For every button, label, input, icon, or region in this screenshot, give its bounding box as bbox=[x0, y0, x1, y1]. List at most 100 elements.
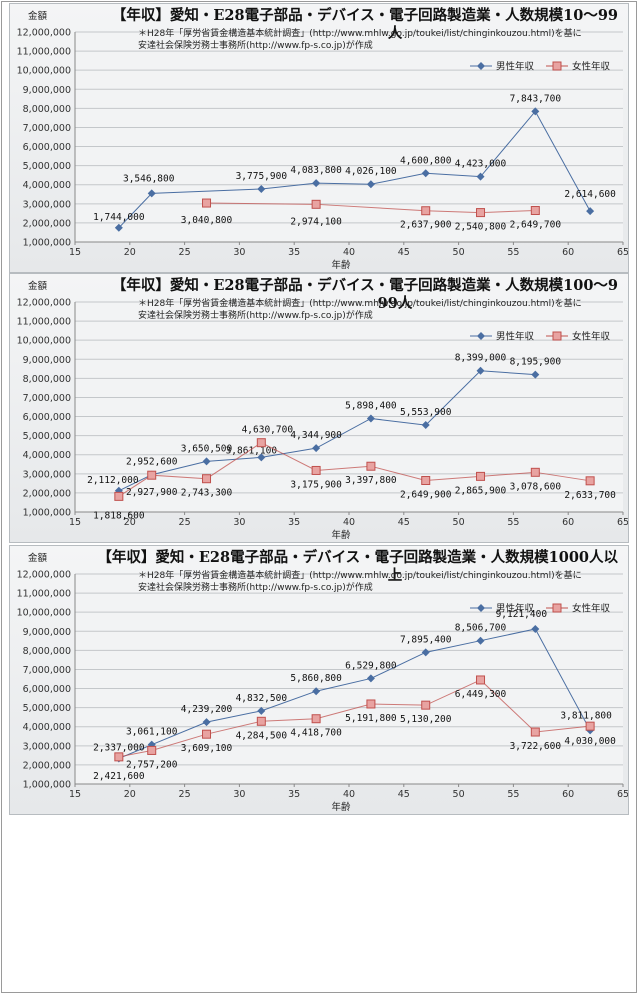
data-point bbox=[530, 727, 540, 737]
data-point bbox=[585, 721, 595, 731]
series-line bbox=[118, 679, 591, 758]
legend-marker bbox=[477, 332, 485, 340]
y-tick-label: 2,000,000 bbox=[23, 218, 71, 229]
data-point bbox=[257, 453, 266, 462]
y-tick-label: 7,000,000 bbox=[23, 123, 71, 134]
chart-svg: 1,000,000 2,000,000 3,000,000 4,000,000 5,00… bbox=[17, 6, 629, 271]
data-point bbox=[257, 706, 266, 715]
y-tick-label: 10,000,000 bbox=[17, 66, 71, 77]
y-tick-label: 10,000,000 bbox=[17, 608, 71, 619]
y-tick-label: 12,000,000 bbox=[17, 28, 71, 39]
y-tick-label: 8,000,000 bbox=[23, 104, 71, 115]
legend-label: 男性年収 bbox=[496, 603, 535, 615]
data-point bbox=[311, 465, 321, 475]
y-tick-label: 9,000,000 bbox=[23, 355, 71, 366]
y-tick-label: 12,000,000 bbox=[17, 570, 71, 581]
data-point bbox=[114, 752, 124, 762]
data-label: 4,600,800 bbox=[400, 155, 452, 166]
data-label: 3,650,500 bbox=[181, 443, 233, 454]
x-tick-label: 40 bbox=[343, 517, 355, 528]
data-point bbox=[366, 674, 375, 683]
data-point bbox=[366, 414, 375, 423]
data-point bbox=[311, 199, 321, 209]
y-tick-label: 5,000,000 bbox=[23, 161, 71, 172]
data-point bbox=[202, 729, 212, 739]
y-tick-label: 1,000,000 bbox=[23, 780, 71, 791]
y-tick-label: 9,000,000 bbox=[23, 627, 71, 638]
x-tick-label: 60 bbox=[562, 517, 574, 528]
source-note: ＊H28年「厚労省賃金構造基本統計調査」(http://www.mhlw.go.… bbox=[138, 297, 582, 309]
y-tick-label: 3,000,000 bbox=[23, 199, 71, 210]
data-label: 7,843,700 bbox=[510, 93, 562, 104]
data-point bbox=[256, 438, 266, 448]
data-point bbox=[476, 208, 486, 218]
chart-panel-medium: 1,000,000 2,000,000 3,000,000 4,000,000 5,00… bbox=[9, 273, 629, 543]
data-point bbox=[202, 457, 211, 466]
chart-title-continued: 99人 bbox=[378, 295, 413, 312]
data-label: 2,865,900 bbox=[455, 485, 507, 496]
y-tick-label: 8,000,000 bbox=[23, 374, 71, 385]
data-point bbox=[366, 180, 375, 189]
x-axis-label: 年齢 bbox=[331, 259, 351, 271]
y-tick-label: 1,000,000 bbox=[23, 238, 71, 249]
chart-title: 【年収】愛知・E28電子部品・デバイス・電子回路製造業・人数規模10～99 bbox=[112, 6, 618, 24]
data-label: 2,633,700 bbox=[564, 490, 616, 501]
data-point bbox=[530, 467, 540, 477]
x-tick-label: 20 bbox=[124, 517, 136, 528]
source-note: 安達社会保険労務士事務所(http://www.fp-s.co.jp)が作成 bbox=[138, 39, 373, 51]
x-tick-label: 20 bbox=[124, 789, 136, 800]
x-tick-label: 45 bbox=[398, 789, 410, 800]
data-label: 2,337,000 bbox=[93, 742, 145, 753]
x-tick-label: 65 bbox=[617, 789, 629, 800]
data-label: 8,399,000 bbox=[455, 353, 507, 364]
x-tick-label: 50 bbox=[453, 247, 465, 258]
chart-panel-large: 1,000,000 2,000,000 3,000,000 4,000,000 5,00… bbox=[9, 545, 629, 815]
data-label: 8,506,700 bbox=[455, 623, 507, 634]
data-label: 1,744,000 bbox=[93, 212, 145, 223]
data-label: 3,040,800 bbox=[181, 215, 233, 226]
data-label: 5,191,800 bbox=[345, 713, 397, 724]
legend-label: 女性年収 bbox=[572, 331, 611, 343]
chart-panel-small: 1,000,000 2,000,000 3,000,000 4,000,000 5,00… bbox=[9, 3, 629, 273]
data-label: 3,546,800 bbox=[123, 173, 175, 184]
source-note: 安達社会保険労務士事務所(http://www.fp-s.co.jp)が作成 bbox=[138, 581, 373, 593]
data-point bbox=[586, 207, 595, 216]
y-axis-label: 金額 bbox=[28, 280, 48, 292]
data-point bbox=[256, 716, 266, 726]
data-label: 6,449,300 bbox=[455, 689, 507, 700]
data-point bbox=[476, 172, 485, 181]
x-tick-label: 65 bbox=[617, 517, 629, 528]
chart-title-continued: 上 bbox=[388, 567, 403, 584]
legend-label: 女性年収 bbox=[572, 603, 611, 615]
data-label: 3,609,100 bbox=[181, 743, 233, 754]
x-tick-label: 65 bbox=[617, 247, 629, 258]
y-tick-label: 2,000,000 bbox=[23, 760, 71, 771]
data-label: 3,061,100 bbox=[126, 727, 178, 738]
series-line bbox=[118, 442, 591, 497]
source-note: ＊H28年「厚労省賃金構造基本統計調査」(http://www.mhlw.go.… bbox=[138, 569, 582, 581]
data-point bbox=[421, 421, 430, 430]
data-point bbox=[312, 687, 321, 696]
source-note: ＊H28年「厚労省賃金構造基本統計調査」(http://www.mhlw.go.… bbox=[138, 27, 582, 39]
y-tick-label: 9,000,000 bbox=[23, 85, 71, 96]
x-tick-label: 35 bbox=[288, 517, 300, 528]
data-label: 2,649,900 bbox=[400, 490, 452, 501]
x-tick-label: 25 bbox=[179, 789, 191, 800]
y-tick-label: 4,000,000 bbox=[23, 450, 71, 461]
x-axis-label: 年齢 bbox=[331, 529, 351, 541]
y-tick-label: 8,000,000 bbox=[23, 646, 71, 657]
source-note: 安達社会保険労務士事務所(http://www.fp-s.co.jp)が作成 bbox=[138, 309, 373, 321]
data-point bbox=[114, 491, 124, 501]
y-tick-label: 5,000,000 bbox=[23, 431, 71, 442]
data-label: 2,112,000 bbox=[87, 475, 139, 486]
data-label: 9,121,400 bbox=[496, 609, 548, 620]
data-label: 2,974,100 bbox=[290, 216, 342, 227]
legend-label: 女性年収 bbox=[572, 61, 611, 73]
plot-area bbox=[75, 32, 623, 242]
data-point bbox=[421, 648, 430, 657]
data-point bbox=[476, 471, 486, 481]
data-label: 5,898,400 bbox=[345, 400, 397, 411]
data-point bbox=[476, 675, 486, 685]
data-point bbox=[147, 745, 157, 755]
